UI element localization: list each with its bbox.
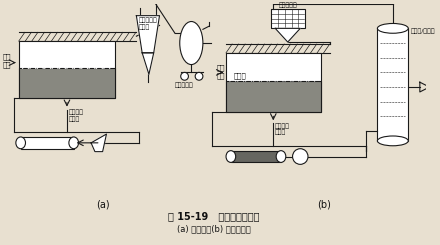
- Text: (b): (b): [317, 200, 331, 209]
- Polygon shape: [136, 16, 160, 53]
- Ellipse shape: [378, 136, 408, 146]
- Text: 产品出口
加热器: 产品出口 加热器: [69, 110, 84, 122]
- Polygon shape: [142, 53, 154, 74]
- Text: 袋式过滤器: 袋式过滤器: [279, 2, 297, 8]
- Circle shape: [195, 72, 203, 80]
- Text: (a) 开启式；(b) 封闭循环式: (a) 开启式；(b) 封闭循环式: [176, 224, 250, 233]
- Bar: [378, 28, 408, 141]
- Bar: [271, 9, 305, 28]
- Bar: [231, 151, 281, 162]
- Ellipse shape: [378, 24, 408, 33]
- Text: 产品
进入: 产品 进入: [2, 54, 11, 68]
- Bar: [226, 53, 320, 111]
- Polygon shape: [91, 134, 106, 152]
- Ellipse shape: [180, 22, 203, 65]
- Ellipse shape: [226, 151, 236, 162]
- Text: 产品
入口: 产品 入口: [216, 65, 225, 79]
- Text: (a): (a): [96, 200, 110, 209]
- Polygon shape: [275, 28, 300, 42]
- Text: 产品出口
加热器: 产品出口 加热器: [275, 123, 290, 135]
- Text: 虚式烧燥器: 虚式烧燥器: [175, 82, 194, 88]
- Ellipse shape: [276, 151, 286, 162]
- Circle shape: [181, 72, 188, 80]
- Bar: [19, 68, 115, 98]
- Bar: [19, 41, 115, 98]
- Text: 图 15-19   流化床干燥装置: 图 15-19 流化床干燥装置: [168, 211, 259, 221]
- Ellipse shape: [16, 137, 26, 149]
- Text: 洗涤器/冷凝器: 洗涤器/冷凝器: [411, 28, 436, 34]
- Text: 旋风分离器
流化床: 旋风分离器 流化床: [138, 18, 157, 30]
- Bar: [226, 81, 320, 111]
- Bar: [21, 137, 73, 149]
- Ellipse shape: [69, 137, 78, 149]
- Text: 流化床: 流化床: [234, 72, 246, 79]
- Circle shape: [293, 149, 308, 164]
